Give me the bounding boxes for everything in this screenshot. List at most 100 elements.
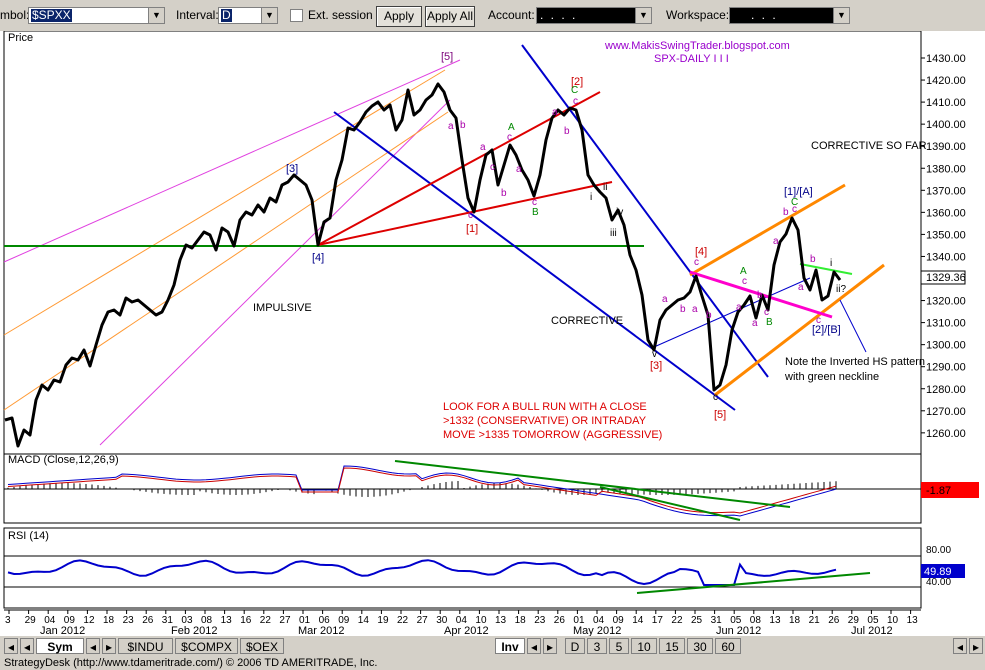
scroll-left-icon[interactable]: ◂ [953,638,967,654]
date-tick-label: 13 [221,615,233,626]
interval-combo[interactable]: D ▼ [218,7,278,24]
date-tick-label: 18 [515,615,527,626]
rsi-value-box [921,564,965,578]
date-tick-label: 30 [436,615,448,626]
tab-oex[interactable]: $OEX [240,638,284,654]
account-combo[interactable]: . . . . ▼ [536,7,652,24]
wave-label-5-low: [5] [714,409,726,421]
wave-label-4-mid: [4] [695,246,707,258]
price-tick-label: 1270.00 [926,406,966,418]
interval-value[interactable]: D [221,8,232,22]
price-tick-label: 1380.00 [926,163,966,175]
month-label: May 2012 [573,625,621,637]
wave-b: b [706,310,712,321]
wave-c: c [490,162,495,173]
workspace-value[interactable]: . . . [751,8,778,22]
status-bar: StrategyDesk (http://www.tdameritrade.co… [0,656,985,670]
rsi-plot-frame [3,527,922,609]
month-label: Apr 2012 [444,625,489,637]
wave-A: A [508,122,515,133]
tab-nav-left-icon[interactable]: ◂ [86,638,100,654]
date-tick-label: 18 [789,615,801,626]
tab-sym[interactable]: Sym [36,638,84,654]
date-tick-label: 22 [260,615,272,626]
wave-i: i [590,192,592,203]
symbol-label: mbol: [0,8,30,22]
tab-interval-15[interactable]: 15 [659,638,685,654]
wave-c: c [816,315,821,326]
date-tick-label: 13 [495,615,507,626]
scroll-right-icon[interactable]: ▸ [969,638,983,654]
date-tick-label: 31 [162,615,174,626]
tab-interval-10[interactable]: 10 [631,638,657,654]
date-tick-label: 10 [887,615,899,626]
orange-channel-upper [3,69,446,336]
chevron-down-icon[interactable]: ▼ [261,8,277,23]
price-panel-label: Price [8,32,33,44]
wave-label-3: [3] [286,163,298,175]
wave-label-1: [1] [466,223,478,235]
wave-a: a [552,107,558,118]
date-tick-label: 09 [64,615,76,626]
date-tick-label: 23 [534,615,546,626]
wave-C: C [791,197,798,208]
wave-a: a [798,282,804,293]
tab-inv-left-icon[interactable]: ◂ [527,638,541,654]
wave-c: c [792,204,797,215]
price-tick-label: 1260.00 [926,428,966,440]
chevron-down-icon[interactable]: ▼ [635,8,651,23]
wave-b: b [783,207,789,218]
orange-recent-channel-lower [714,263,885,397]
chevron-down-icon[interactable]: ▼ [148,8,164,23]
hs-note-line-1: Note the Inverted HS pattern [785,356,925,368]
date-tick-label: 27 [279,615,291,626]
chevron-down-icon[interactable]: ▼ [833,8,849,23]
date-tick-label: 25 [691,615,703,626]
corrective-label: CORRECTIVE [551,315,623,327]
macd-value: -1.87 [926,485,951,497]
price-tick-label: 1400.00 [926,119,966,131]
note-pointer-line [839,299,867,353]
date-tick-label: 09 [338,615,350,626]
chart-area[interactable]: Price MACD (Close,12,26,9) RSI (14) www.… [0,31,985,641]
symbol-combo[interactable]: $SPXX ▼ [28,7,165,24]
wave-a: a [736,302,742,313]
wave-label-4: [4] [312,252,324,264]
date-tick-label: 04 [456,615,468,626]
wave-a: a [480,142,486,153]
magenta-channel-lower [99,99,451,446]
date-tick-label: 08 [201,615,213,626]
wave-a: a [516,164,522,175]
apply-all-button[interactable]: Apply All [425,6,475,27]
tab-interval-5[interactable]: 5 [609,638,629,654]
price-axis: 1430.00 1420.00 1410.00 1400.00 1390.00 1380.… [921,53,966,440]
tab-interval-d[interactable]: D [565,638,585,654]
month-label: Mar 2012 [298,625,344,637]
ext-session-checkbox[interactable] [290,9,303,22]
account-label: Account: [488,8,535,22]
date-tick-label: 26 [142,615,154,626]
tab-interval-60[interactable]: 60 [715,638,741,654]
wave-c: c [532,197,537,208]
tab-interval-30[interactable]: 30 [687,638,713,654]
tab-nav-right-icon[interactable]: ▸ [102,638,116,654]
scroll-left-first-icon[interactable]: ◂ [4,638,18,654]
scroll-left-icon[interactable]: ◂ [20,638,34,654]
tab-interval-3[interactable]: 3 [587,638,607,654]
tab-indu[interactable]: $INDU [118,638,173,654]
symbol-value[interactable]: $SPXX [31,8,72,22]
account-value[interactable]: . . . . [540,8,578,22]
tab-compx[interactable]: $COMPX [175,638,238,654]
tab-inv-right-icon[interactable]: ▸ [543,638,557,654]
watermark-title: SPX-DAILY I I I [654,53,729,65]
workspace-combo[interactable]: . . . ▼ [729,7,850,24]
tab-inv[interactable]: Inv [495,638,525,654]
wave-c: c [742,276,747,287]
green-neckline [799,263,853,275]
rsi-trend-line [636,572,871,594]
price-tick-label: 1370.00 [926,185,966,197]
wave-label-2B: [2]/[B] [812,324,841,336]
apply-button[interactable]: Apply [376,6,422,27]
blue-trend-line-2 [521,44,769,378]
chart-svg[interactable]: Price MACD (Close,12,26,9) RSI (14) www.… [0,31,985,641]
